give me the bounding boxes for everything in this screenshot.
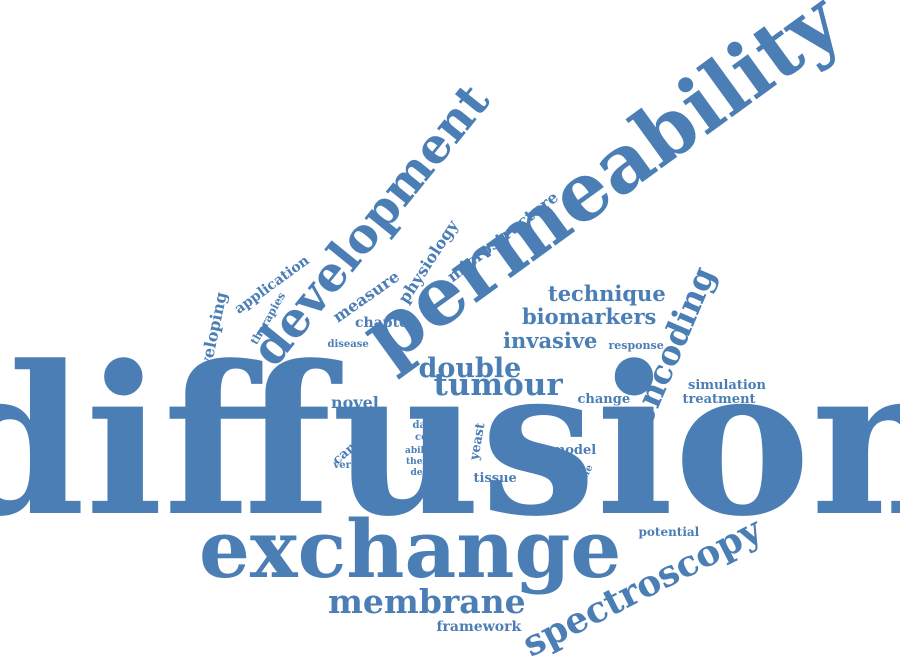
word-death: death [410, 467, 440, 478]
word-simulation: simulation [688, 377, 766, 393]
word-treatment: treatment [682, 391, 756, 407]
word-verdict: verdict [333, 460, 373, 471]
word-change: change [577, 391, 631, 407]
word-ability: ability [405, 445, 437, 456]
word-novel: novel [331, 393, 379, 412]
word-model: model [551, 442, 597, 458]
word-potential: potential [638, 525, 700, 539]
word-response: response [608, 338, 664, 352]
word-membrane: membrane [328, 581, 526, 621]
word-chapter: chapter [355, 315, 416, 331]
word-diffusion: diffusion [0, 321, 900, 562]
word-cell: cell [415, 432, 436, 443]
word-exchange: exchange [199, 502, 622, 596]
word-tissue: tissue [473, 470, 517, 486]
word-thesis: thesis [406, 456, 436, 467]
word-disease: disease [327, 339, 369, 350]
word-data: data [412, 420, 438, 431]
word-double: double [418, 352, 522, 384]
word-framework: framework [436, 619, 522, 635]
word-biomarkers: biomarkers [522, 303, 657, 329]
word-invasive: invasive [503, 327, 598, 353]
word-tumour: tumour [433, 366, 563, 403]
word-technique: technique [548, 280, 666, 306]
